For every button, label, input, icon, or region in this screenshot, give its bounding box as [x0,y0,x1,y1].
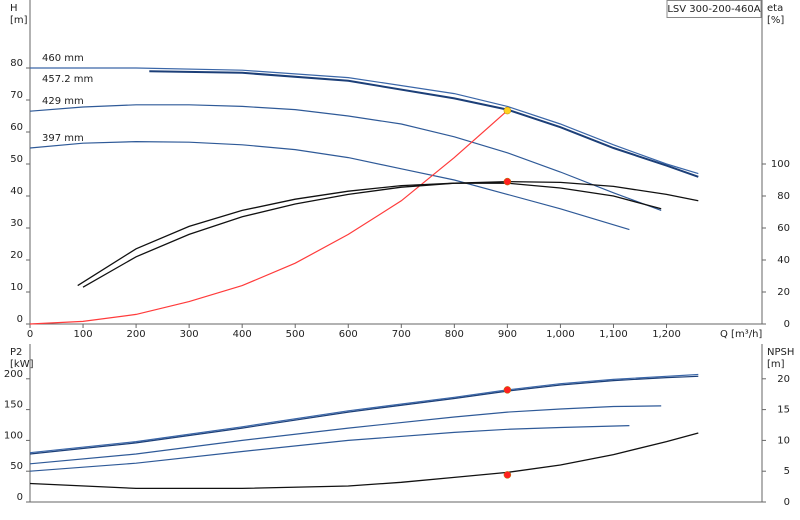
series-label: 457.2 mm [42,74,93,85]
y-tick-label: 40 [10,186,23,197]
y-tick-label: 70 [10,90,23,101]
series-line [29,432,699,490]
series-line [29,373,699,454]
x-tick-label: 1,100 [599,329,628,340]
y2-axis-label: eta [767,3,783,14]
x-tick-label: 200 [127,329,146,340]
chart-title: LSV 300-200-460A [667,4,760,15]
y-axis-label: [kW] [10,359,34,370]
y2-tick-label: 5 [784,466,790,477]
series-line [29,140,630,231]
x-tick-label: 1,200 [652,329,681,340]
series-label: 429 mm [42,96,84,107]
x-tick-label: 0 [27,329,33,340]
series-line [29,405,662,465]
series-line [77,180,699,287]
series-label: 460 mm [42,53,84,64]
y2-axis-label: [m] [767,359,785,370]
y-tick-label: 150 [4,400,23,411]
series-line [29,375,699,455]
y2-tick-label: 0 [784,319,790,330]
y-axis-label: [m] [10,15,28,26]
y-tick-label: 50 [10,154,23,165]
y-tick-label: 10 [10,282,23,293]
y-tick-label: 20 [10,250,23,261]
y2-tick-label: 60 [777,223,790,234]
series-line [29,425,630,472]
y-tick-label: 60 [10,122,23,133]
x-tick-label: 900 [498,329,517,340]
y2-tick-label: 40 [777,255,790,266]
y2-tick-label: 80 [777,191,790,202]
y-tick-label: 30 [10,218,23,229]
x-tick-label: 400 [233,329,252,340]
y2-tick-label: 20 [777,287,790,298]
x-tick-label: 700 [392,329,411,340]
y2-tick-label: 20 [777,374,790,385]
x-tick-label: 800 [445,329,464,340]
duty-point [503,106,512,115]
series-line [30,67,699,175]
y-tick-label: 50 [10,461,23,472]
series-line [149,70,699,178]
y-axis-label: P2 [10,347,22,358]
series-line [29,104,662,211]
y-axis-label: H [10,3,18,14]
x-tick-label: 300 [180,329,199,340]
x-tick-label: 600 [339,329,358,340]
y2-axis-label: [%] [767,15,784,26]
x-tick-label: 100 [73,329,92,340]
x-axis-label: Q [m³/h] [720,329,762,340]
y2-axis-label: NPSH [767,347,794,358]
duty-point [503,177,512,186]
y2-tick-label: 100 [771,159,790,170]
y2-tick-label: 0 [784,497,790,508]
x-tick-label: 500 [286,329,305,340]
x-tick-label: 1,000 [546,329,575,340]
y-tick-label: 0 [17,314,23,325]
y-tick-label: 100 [4,430,23,441]
series-line [82,182,662,288]
y2-tick-label: 15 [777,405,790,416]
title-box [666,0,762,18]
series-label: 397 mm [42,133,84,144]
y2-tick-label: 10 [777,435,790,446]
y-tick-label: 80 [10,58,23,69]
series-line [29,110,508,325]
duty-point [503,386,512,394]
y-tick-label: 0 [17,492,23,503]
y-tick-label: 200 [4,369,23,380]
duty-point [503,471,512,479]
